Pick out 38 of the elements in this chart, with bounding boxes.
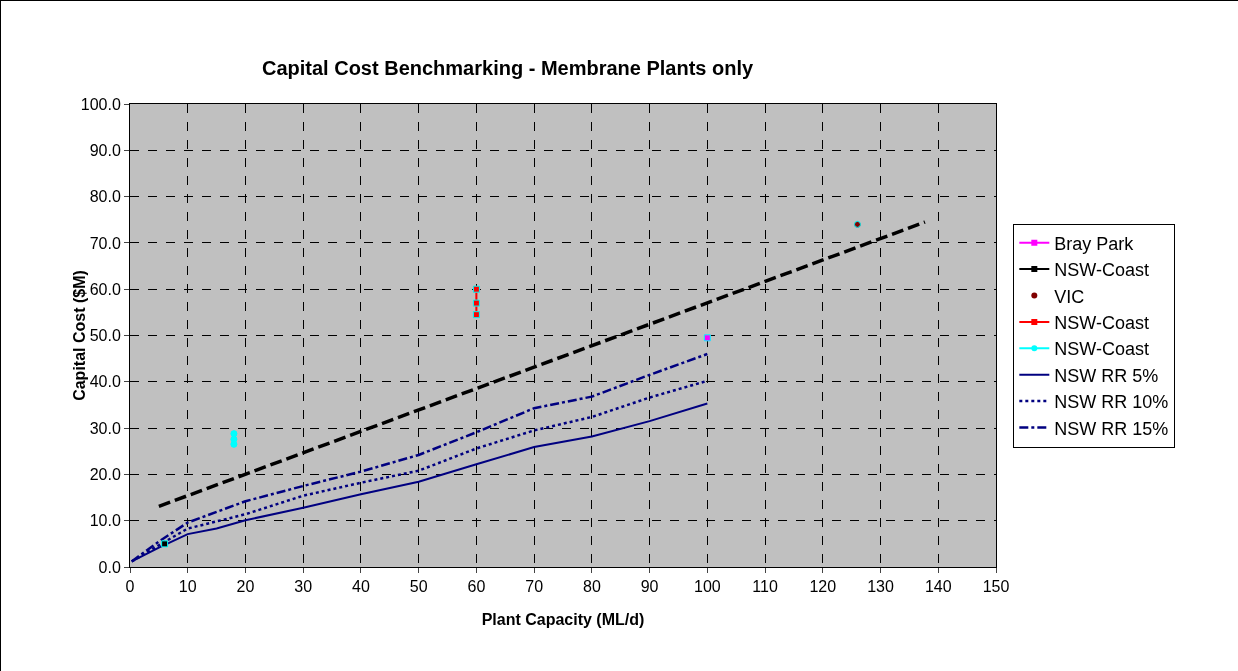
x-tick-label: 0 — [125, 578, 135, 596]
legend-label: NSW-Coast — [1054, 260, 1150, 281]
chart-title: Capital Cost Benchmarking - Membrane Plants only — [261, 57, 755, 80]
y-tick-label: 90.0 — [89, 141, 121, 159]
legend-label: Bray Park — [1054, 233, 1135, 254]
x-tick-label: 60 — [467, 578, 486, 596]
x-tick-label: 70 — [525, 578, 544, 596]
legend-label: NSW RR 10% — [1054, 392, 1169, 413]
x-tick-label: 150 — [982, 578, 1010, 596]
y-axis-title: Capital Cost ($M) — [70, 270, 88, 401]
x-tick-label: 120 — [809, 578, 837, 596]
y-tick-label: 40.0 — [89, 373, 121, 391]
y-tick-label: 80.0 — [89, 188, 121, 206]
legend-label: NSW RR 5% — [1054, 365, 1159, 386]
y-tick-label: 30.0 — [89, 419, 121, 437]
x-tick-label: 20 — [236, 578, 255, 596]
y-tick-label: 50.0 — [89, 327, 121, 345]
y-tick-label: 60.0 — [89, 280, 121, 298]
x-tick-label: 140 — [924, 578, 952, 596]
x-tick-label: 50 — [409, 578, 428, 596]
y-tick-label: 20.0 — [89, 466, 121, 483]
x-tick-label: 80 — [582, 578, 601, 596]
x-axis-title: Plant Capacity (ML/d) — [481, 611, 645, 628]
y-tick-label: 0.0 — [98, 558, 121, 576]
legend-label: NSW RR 15% — [1054, 418, 1169, 439]
x-tick-label: 30 — [294, 578, 313, 596]
x-tick-label: 10 — [178, 578, 197, 596]
y-tick-label: 10.0 — [89, 512, 121, 530]
x-tick-label: 40 — [352, 578, 370, 596]
x-tick-label: 100 — [693, 578, 721, 596]
legend-label: NSW-Coast — [1054, 312, 1150, 333]
y-tick-label: 70.0 — [89, 234, 121, 252]
x-tick-label: 110 — [752, 578, 778, 596]
x-tick-label: 90 — [640, 578, 659, 596]
y-tick-label: 100.0 — [80, 95, 121, 113]
x-tick-label: 130 — [867, 578, 894, 596]
legend-label: VIC — [1054, 286, 1085, 307]
legend-label: NSW-Coast — [1054, 339, 1150, 360]
